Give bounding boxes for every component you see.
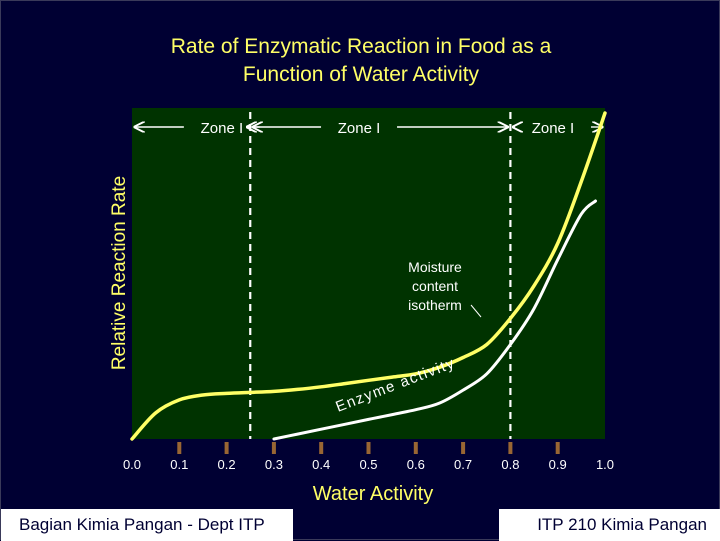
x-tick-label-0.7: 0.7	[454, 457, 472, 472]
zone-label-1: Zone I	[201, 120, 244, 137]
x-tick-label-0.3: 0.3	[265, 457, 283, 472]
footer-course: ITP 210 Kimia Pangan	[499, 509, 720, 541]
zone-label-3: Zone I	[532, 120, 575, 137]
x-tick-label-0.2: 0.2	[218, 457, 236, 472]
isotherm-annotation-pointer	[470, 304, 482, 318]
title-line-1: Rate of Enzymatic Reaction in Food as a	[170, 35, 552, 58]
x-tick-label-0.5: 0.5	[359, 457, 377, 472]
enzyme-curve	[272, 199, 597, 441]
title-line-2: Function of Water Activity	[242, 63, 480, 86]
isotherm-annotation-line-3: isotherm	[408, 297, 462, 313]
footer-department: Bagian Kimia Pangan - Dept ITP	[1, 509, 293, 541]
x-tick-label-1.0: 1.0	[596, 457, 614, 472]
x-tick-label-0.8: 0.8	[501, 457, 519, 472]
isotherm-curve	[130, 111, 607, 441]
isotherm-annotation-line-2: content	[412, 278, 458, 294]
plot-area	[132, 108, 605, 439]
x-tick-label-0.0: 0.0	[123, 457, 141, 472]
x-tick-label-0.9: 0.9	[549, 457, 567, 472]
x-tick-label-0.1: 0.1	[170, 457, 188, 472]
page-title: Rate of Enzymatic Reaction in Food as a …	[1, 33, 720, 89]
x-axis-label: Water Activity	[313, 483, 433, 505]
zone-label-2: Zone I	[338, 120, 381, 137]
isotherm-annotation-line-1: Moisture	[408, 259, 462, 275]
isotherm-annotation: Moisture content isotherm	[408, 259, 462, 313]
y-axis-label: Relative Reaction Rate	[109, 176, 130, 370]
x-tick-label-0.6: 0.6	[407, 457, 425, 472]
x-tick-label-0.4: 0.4	[312, 457, 330, 472]
